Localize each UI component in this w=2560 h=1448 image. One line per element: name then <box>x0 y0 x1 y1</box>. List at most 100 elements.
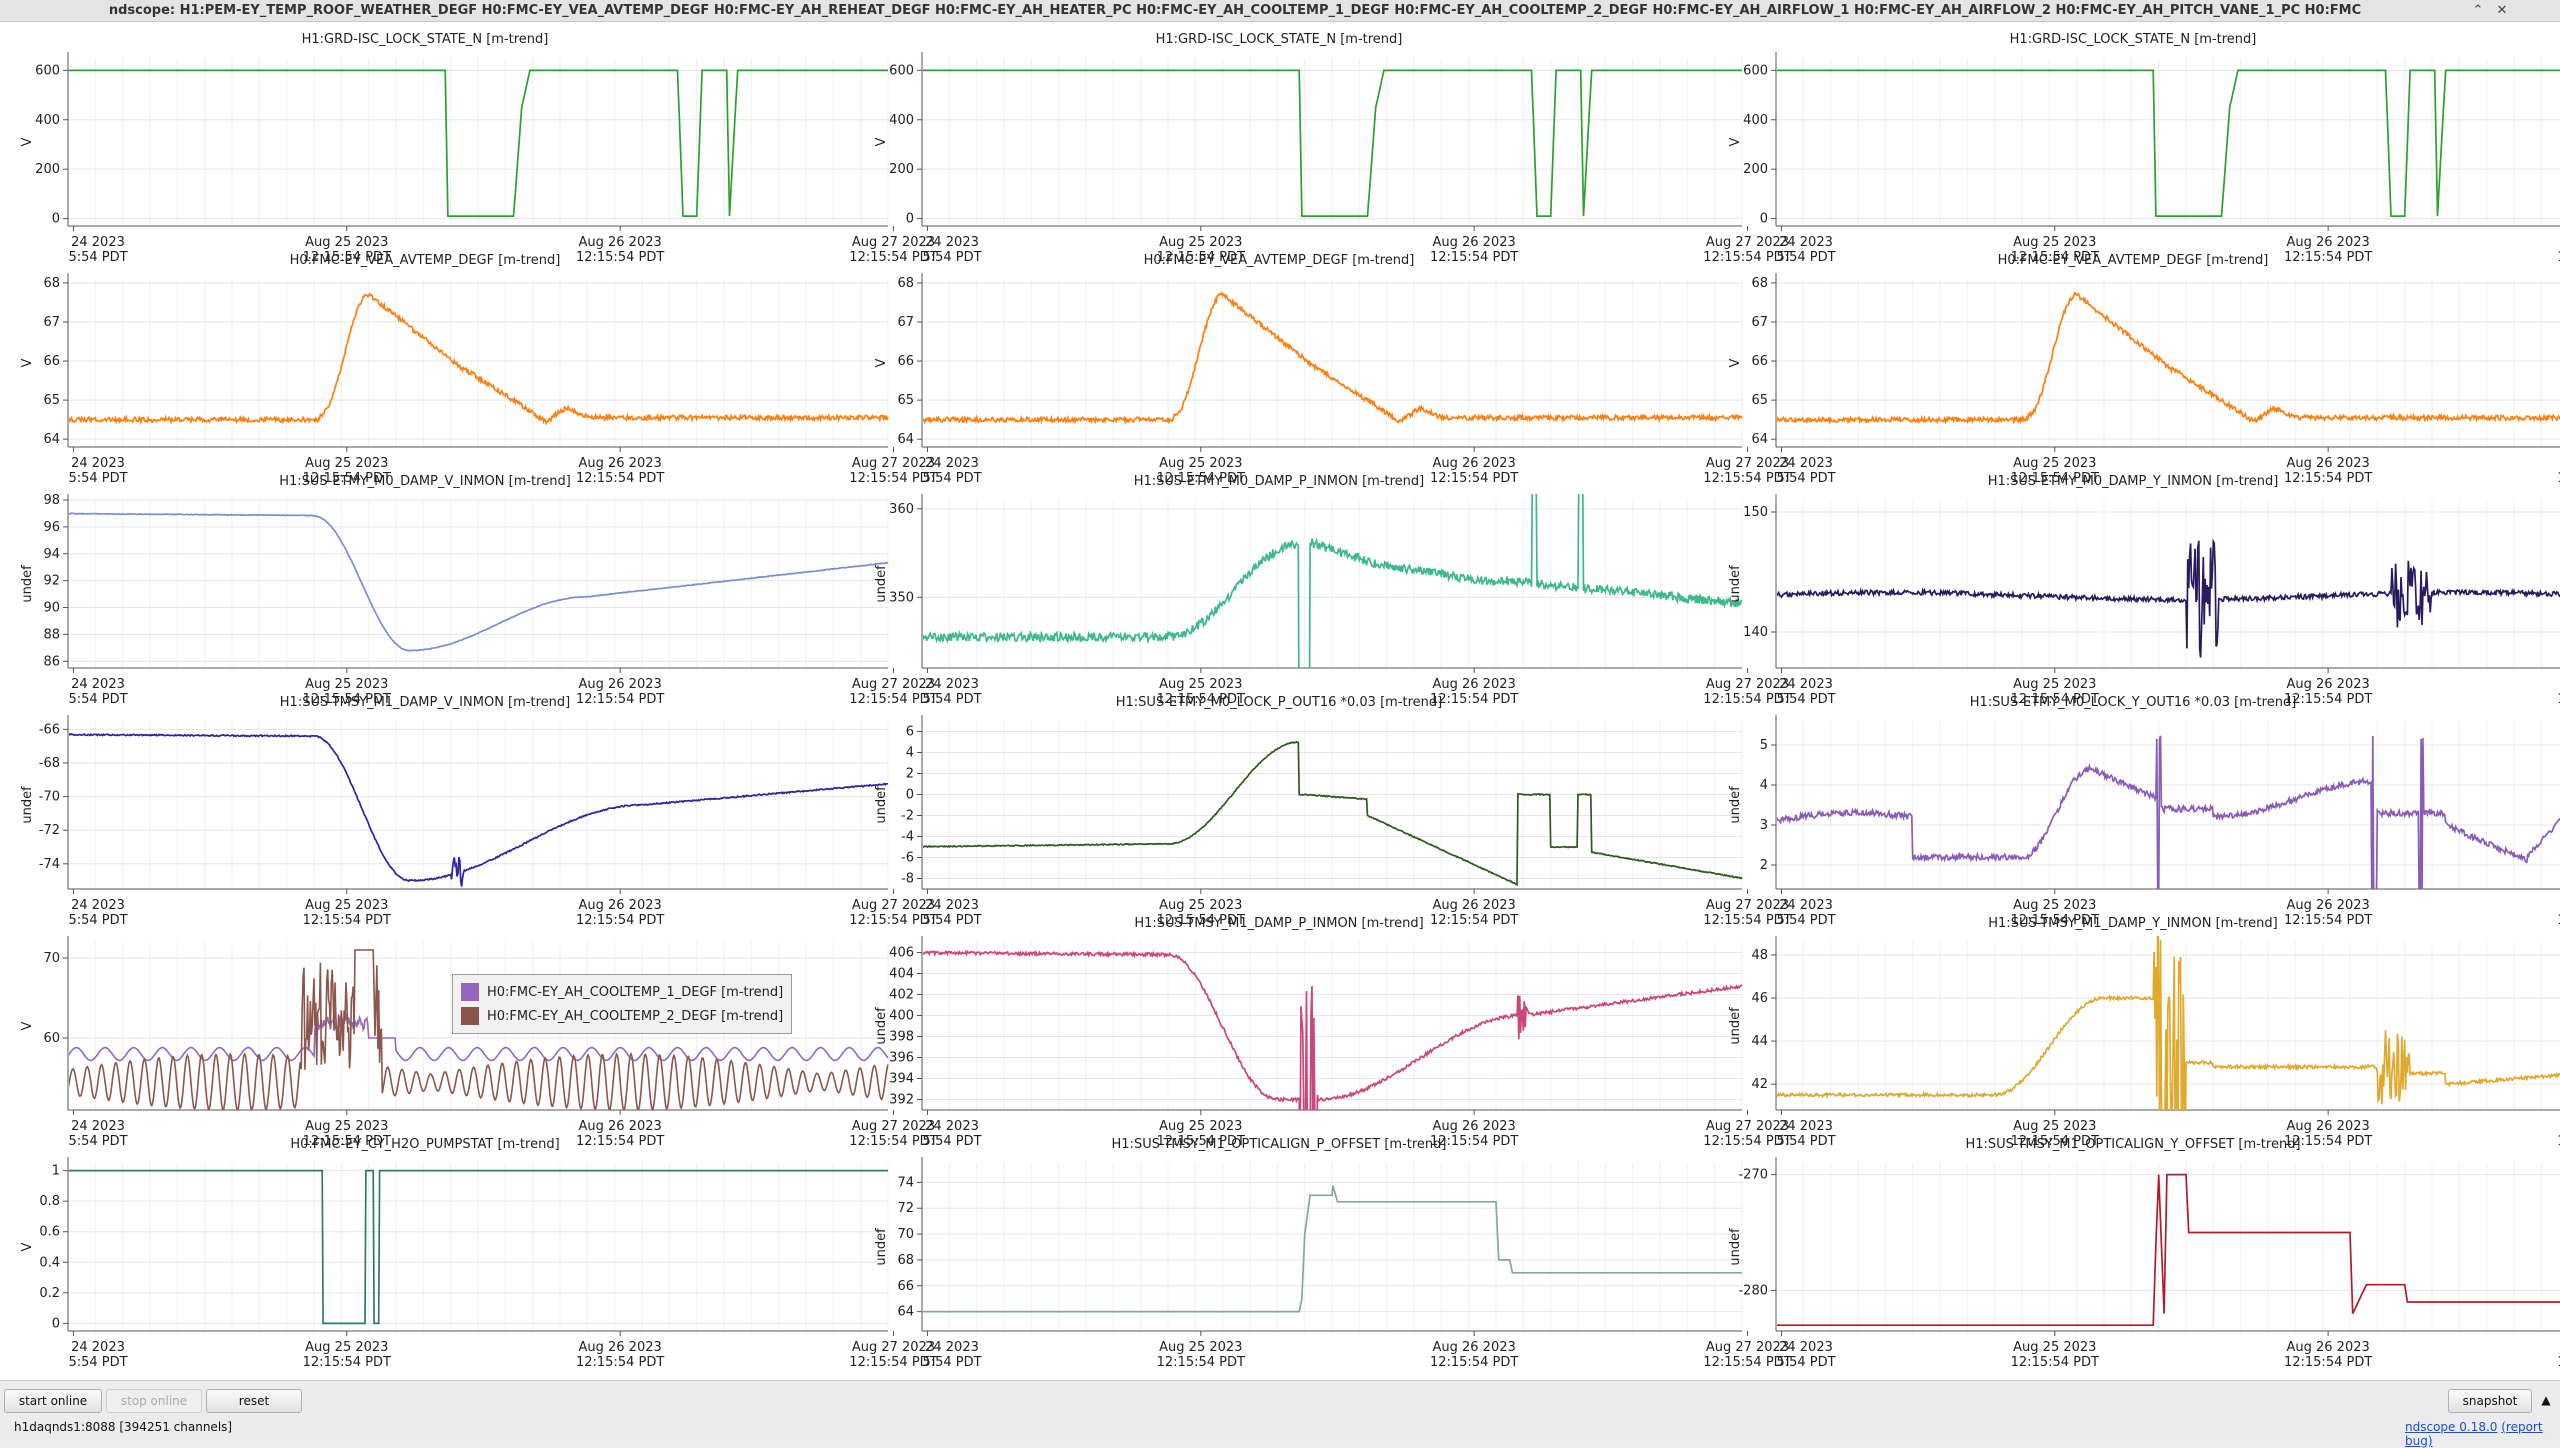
plot-p17[interactable]: H1:SUS-TMSY_M1_OPTICALIGN_Y_OFFSET [m-tr… <box>1708 1127 2558 1349</box>
y-axis-label: undef <box>1728 565 1743 603</box>
plot-p8[interactable]: H1:SUS-ETMY_M0_DAMP_Y_INMON [m-trend]140… <box>1708 464 2558 686</box>
y-tick-label: 42 <box>1751 1077 1768 1092</box>
y-axis-label: undef <box>874 786 889 824</box>
plot-p13[interactable]: H1:SUS-TMSY_M1_DAMP_P_INMON [m-trend]392… <box>854 906 1704 1128</box>
x-tick-sublabel: 12:15:54 PDT <box>1157 1355 1245 1370</box>
y-tick-label: 5 <box>1760 738 1768 753</box>
minimize-icon[interactable]: ⌃ <box>2468 2 2488 20</box>
y-tick-label: 3 <box>1760 818 1768 833</box>
y-tick-label: 150 <box>1743 505 1768 520</box>
channel-count: [394251 channels] <box>119 1420 232 1434</box>
reset-button[interactable]: reset <box>206 1389 302 1413</box>
y-tick-label: 2 <box>1760 858 1768 873</box>
y-tick-label: 67 <box>1751 315 1768 330</box>
y-tick-label: -8 <box>901 872 914 887</box>
y-tick-label: 600 <box>1743 63 1768 78</box>
collapse-icon[interactable]: ▲ <box>2536 1389 2556 1413</box>
x-tick-label: 24 2023 <box>71 1340 125 1355</box>
y-axis-label: undef <box>874 565 889 603</box>
y-tick-label: 70 <box>897 1227 914 1242</box>
y-tick-label: 86 <box>43 654 60 669</box>
y-tick-label: 350 <box>889 590 914 605</box>
y-tick-label: -270 <box>1738 1168 1768 1183</box>
y-tick-label: 68 <box>1751 276 1768 291</box>
y-tick-label: 400 <box>35 113 60 128</box>
y-tick-label: -72 <box>39 823 60 838</box>
y-tick-label: 60 <box>43 1031 60 1046</box>
start-online-button[interactable]: start online <box>4 1389 102 1413</box>
x-tick-label: Aug 26 2023 <box>2286 1340 2369 1355</box>
y-tick-label: 64 <box>897 432 914 447</box>
legend-label: H0:FMC-EY_AH_COOLTEMP_2_DEGF [m-trend] <box>487 1009 783 1024</box>
y-tick-label: 0 <box>1760 212 1768 227</box>
status-text: h1daqnds1:8088 [394251 channels] <box>14 1420 232 1434</box>
legend-entry[interactable]: H0:FMC-EY_AH_COOLTEMP_1_DEGF [m-trend] <box>461 980 783 1004</box>
version-link[interactable]: ndscope 0.18.0 <box>2405 1420 2497 1434</box>
y-axis-label: undef <box>874 1228 889 1266</box>
y-tick-label: 66 <box>897 1279 914 1294</box>
y-tick-label: 66 <box>43 354 60 369</box>
y-tick-label: 66 <box>897 354 914 369</box>
plot-p10[interactable]: H1:SUS-ETMY_M0_LOCK_P_OUT16 *0.03 [m-tre… <box>854 685 1704 907</box>
plot-p16[interactable]: H1:SUS-TMSY_M1_OPTICALIGN_P_OFFSET [m-tr… <box>854 1127 1704 1349</box>
y-tick-label: 74 <box>897 1175 914 1190</box>
legend-swatch <box>461 983 479 1001</box>
y-tick-label: 200 <box>889 162 914 177</box>
plot-p7[interactable]: H1:SUS-ETMY_M0_DAMP_P_INMON [m-trend]350… <box>854 464 1704 686</box>
x-tick-label: Aug 25 2023 <box>305 1340 388 1355</box>
y-tick-label: -74 <box>39 857 60 872</box>
y-axis-label: undef <box>1728 786 1743 824</box>
legend-entry[interactable]: H0:FMC-EY_AH_COOLTEMP_2_DEGF [m-trend] <box>461 1004 783 1028</box>
y-tick-label: 0 <box>52 212 60 227</box>
y-tick-label: 67 <box>897 315 914 330</box>
close-icon[interactable]: ✕ <box>2492 2 2512 20</box>
y-tick-label: 392 <box>889 1093 914 1108</box>
version-info: ndscope 0.18.0 (report bug) <box>2405 1420 2560 1448</box>
x-tick-label: 24 2023 <box>1779 1340 1833 1355</box>
y-tick-label: 94 <box>43 547 60 562</box>
y-tick-label: 398 <box>889 1030 914 1045</box>
series-line <box>1776 736 2560 908</box>
x-tick-label: Aug 25 2023 <box>1159 1340 1242 1355</box>
snapshot-button[interactable]: snapshot <box>2448 1389 2532 1413</box>
plot-p11[interactable]: H1:SUS-ETMY_M0_LOCK_Y_OUT16 *0.03 [m-tre… <box>1708 685 2558 907</box>
y-axis-label: undef <box>20 786 35 824</box>
stop-online-button[interactable]: stop online <box>106 1389 202 1413</box>
y-tick-label: 0.4 <box>39 1255 60 1270</box>
y-tick-label: 0.2 <box>39 1286 60 1301</box>
y-tick-label: 4 <box>1760 778 1768 793</box>
y-tick-label: 92 <box>43 574 60 589</box>
y-tick-label: 360 <box>889 502 914 517</box>
y-tick-label: 200 <box>1743 162 1768 177</box>
plot-p9[interactable]: H1:SUS-TMSY_M1_DAMP_V_INMON [m-trend]-74… <box>0 685 850 907</box>
legend[interactable]: H0:FMC-EY_AH_COOLTEMP_1_DEGF [m-trend] H0… <box>452 974 792 1034</box>
